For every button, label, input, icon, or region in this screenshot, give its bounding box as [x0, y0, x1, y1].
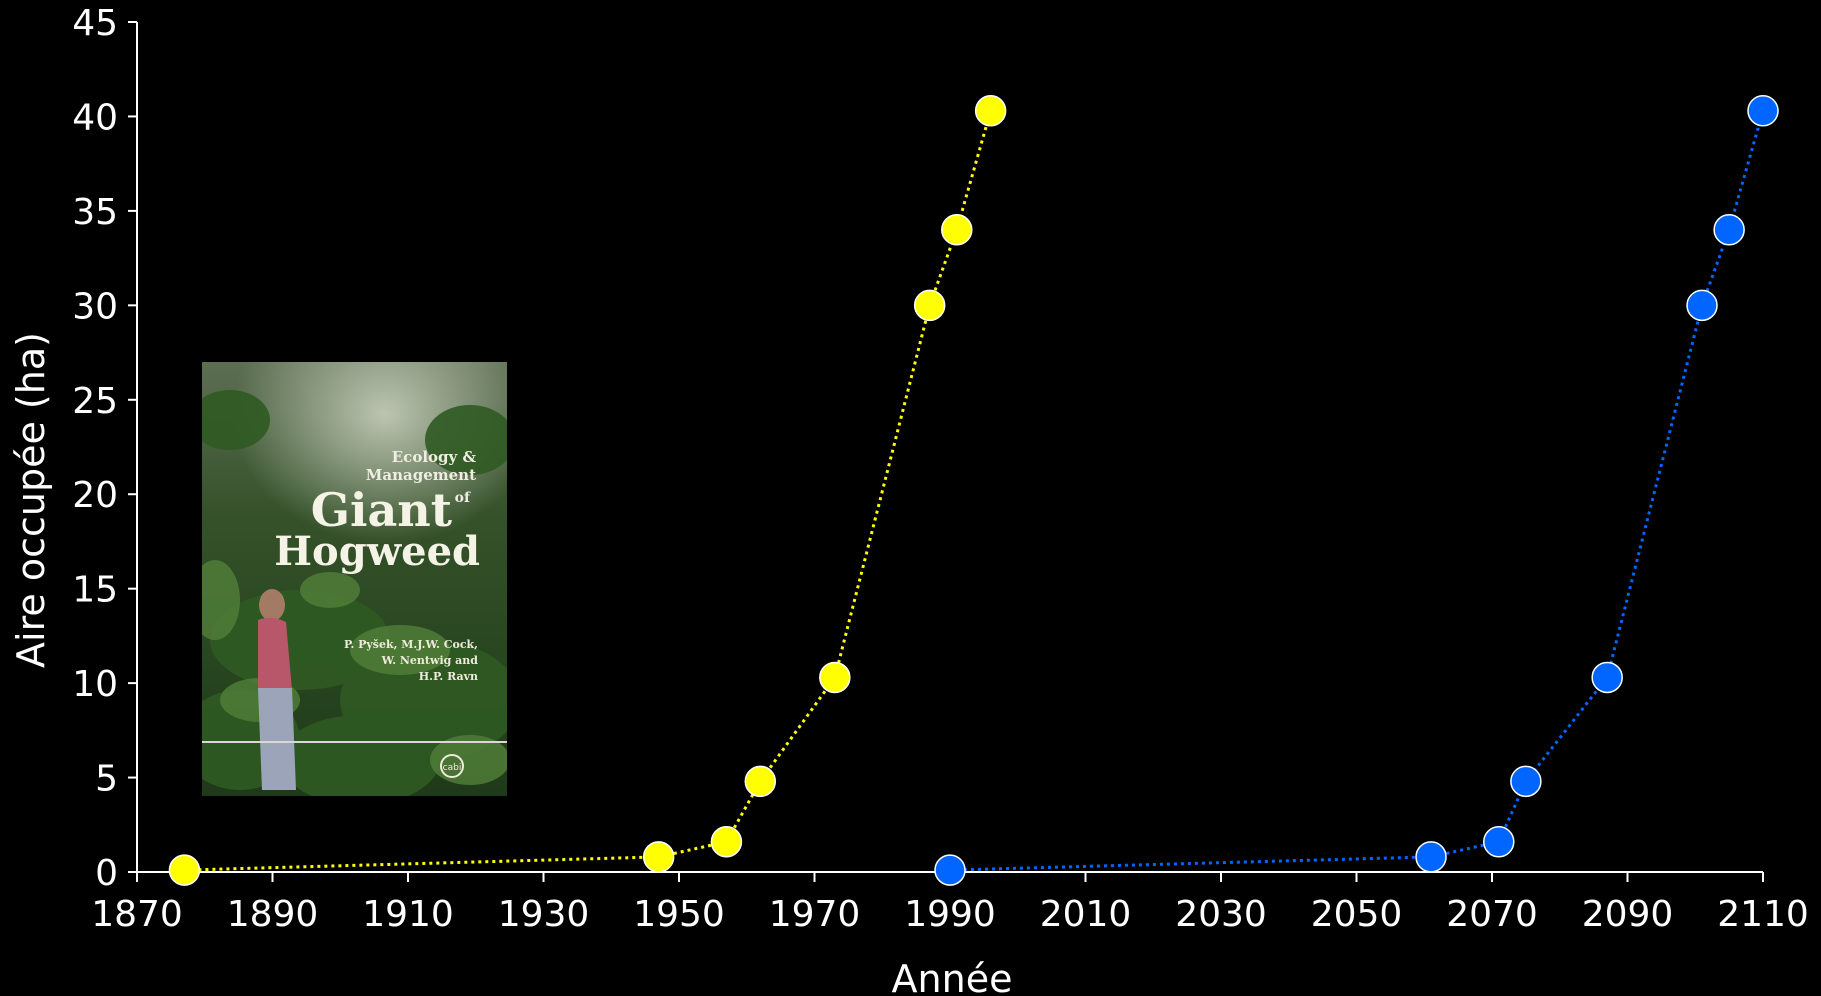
x-tick-label: 2010 [1040, 894, 1132, 935]
x-tick-label: 1890 [227, 894, 319, 935]
x-tick-label: 1990 [904, 894, 996, 935]
y-tick-label: 20 [72, 475, 118, 516]
x-tick-label: 2070 [1446, 894, 1538, 935]
data-point [1591, 661, 1623, 694]
publisher-logo-icon: cabi [440, 754, 464, 778]
book-title-line3: Giant [311, 483, 453, 537]
book-editor-line2: W. Nentwig and [381, 654, 479, 667]
book-title-line4: Hogweed [274, 528, 480, 575]
x-axis-title: Année [892, 957, 1013, 996]
x-ticks: 1870 1890 1910 1930 1950 1970 1990 2010 2030 2050… [91, 872, 1809, 935]
y-tick-label: 5 [95, 759, 118, 800]
x-tick-label: 1930 [498, 894, 590, 935]
y-tick-label: 40 [72, 97, 118, 138]
data-point [1713, 214, 1745, 246]
x-tick-label: 1910 [362, 894, 454, 935]
data-point [1686, 289, 1718, 322]
data-point [941, 214, 973, 246]
data-point [168, 854, 201, 886]
data-point [744, 765, 777, 798]
data-point [819, 661, 851, 694]
data-point [974, 95, 1007, 127]
y-ticks: 0 5 10 15 20 25 30 35 40 45 [72, 3, 137, 894]
data-point [710, 826, 743, 858]
y-tick-label: 30 [72, 286, 118, 327]
data-point [1510, 765, 1542, 798]
y-tick-label: 15 [72, 570, 118, 611]
series-0 [168, 95, 1007, 886]
x-tick-label: 2090 [1582, 894, 1674, 935]
data-point [1483, 826, 1515, 858]
x-tick-label: 1970 [769, 894, 861, 935]
x-tick-label: 2030 [1175, 894, 1267, 935]
x-tick-label: 2050 [1311, 894, 1403, 935]
book-title-of: of [455, 490, 471, 506]
y-tick-label: 25 [72, 381, 118, 422]
series-1 [934, 95, 1779, 886]
data-point [934, 854, 966, 886]
data-point [1747, 95, 1779, 127]
book-editor-line3: H.P. Ravn [419, 670, 478, 683]
x-tick-label: 1870 [91, 894, 183, 935]
y-tick-label: 0 [95, 853, 118, 894]
x-tick-label: 1950 [633, 894, 725, 935]
y-tick-label: 45 [72, 3, 118, 44]
y-tick-label: 35 [72, 192, 118, 233]
y-axis-title: Aire occupée (ha) [9, 332, 53, 668]
data-point [642, 841, 675, 873]
book-title-line2: Management [366, 466, 476, 484]
svg-text:cabi: cabi [443, 763, 462, 773]
book-title-line1: Ecology & [392, 448, 477, 466]
book-cover-image: Ecology & Management Giant of Hogweed P.… [202, 362, 507, 796]
data-point [913, 289, 946, 322]
data-point [1415, 841, 1447, 873]
book-editor-line1: P. Pyšek, M.J.W. Cock, [344, 638, 478, 651]
series-layer [168, 95, 1779, 886]
series-line [949, 110, 1765, 872]
y-tick-label: 10 [72, 664, 118, 705]
x-tick-label: 2110 [1717, 894, 1809, 935]
